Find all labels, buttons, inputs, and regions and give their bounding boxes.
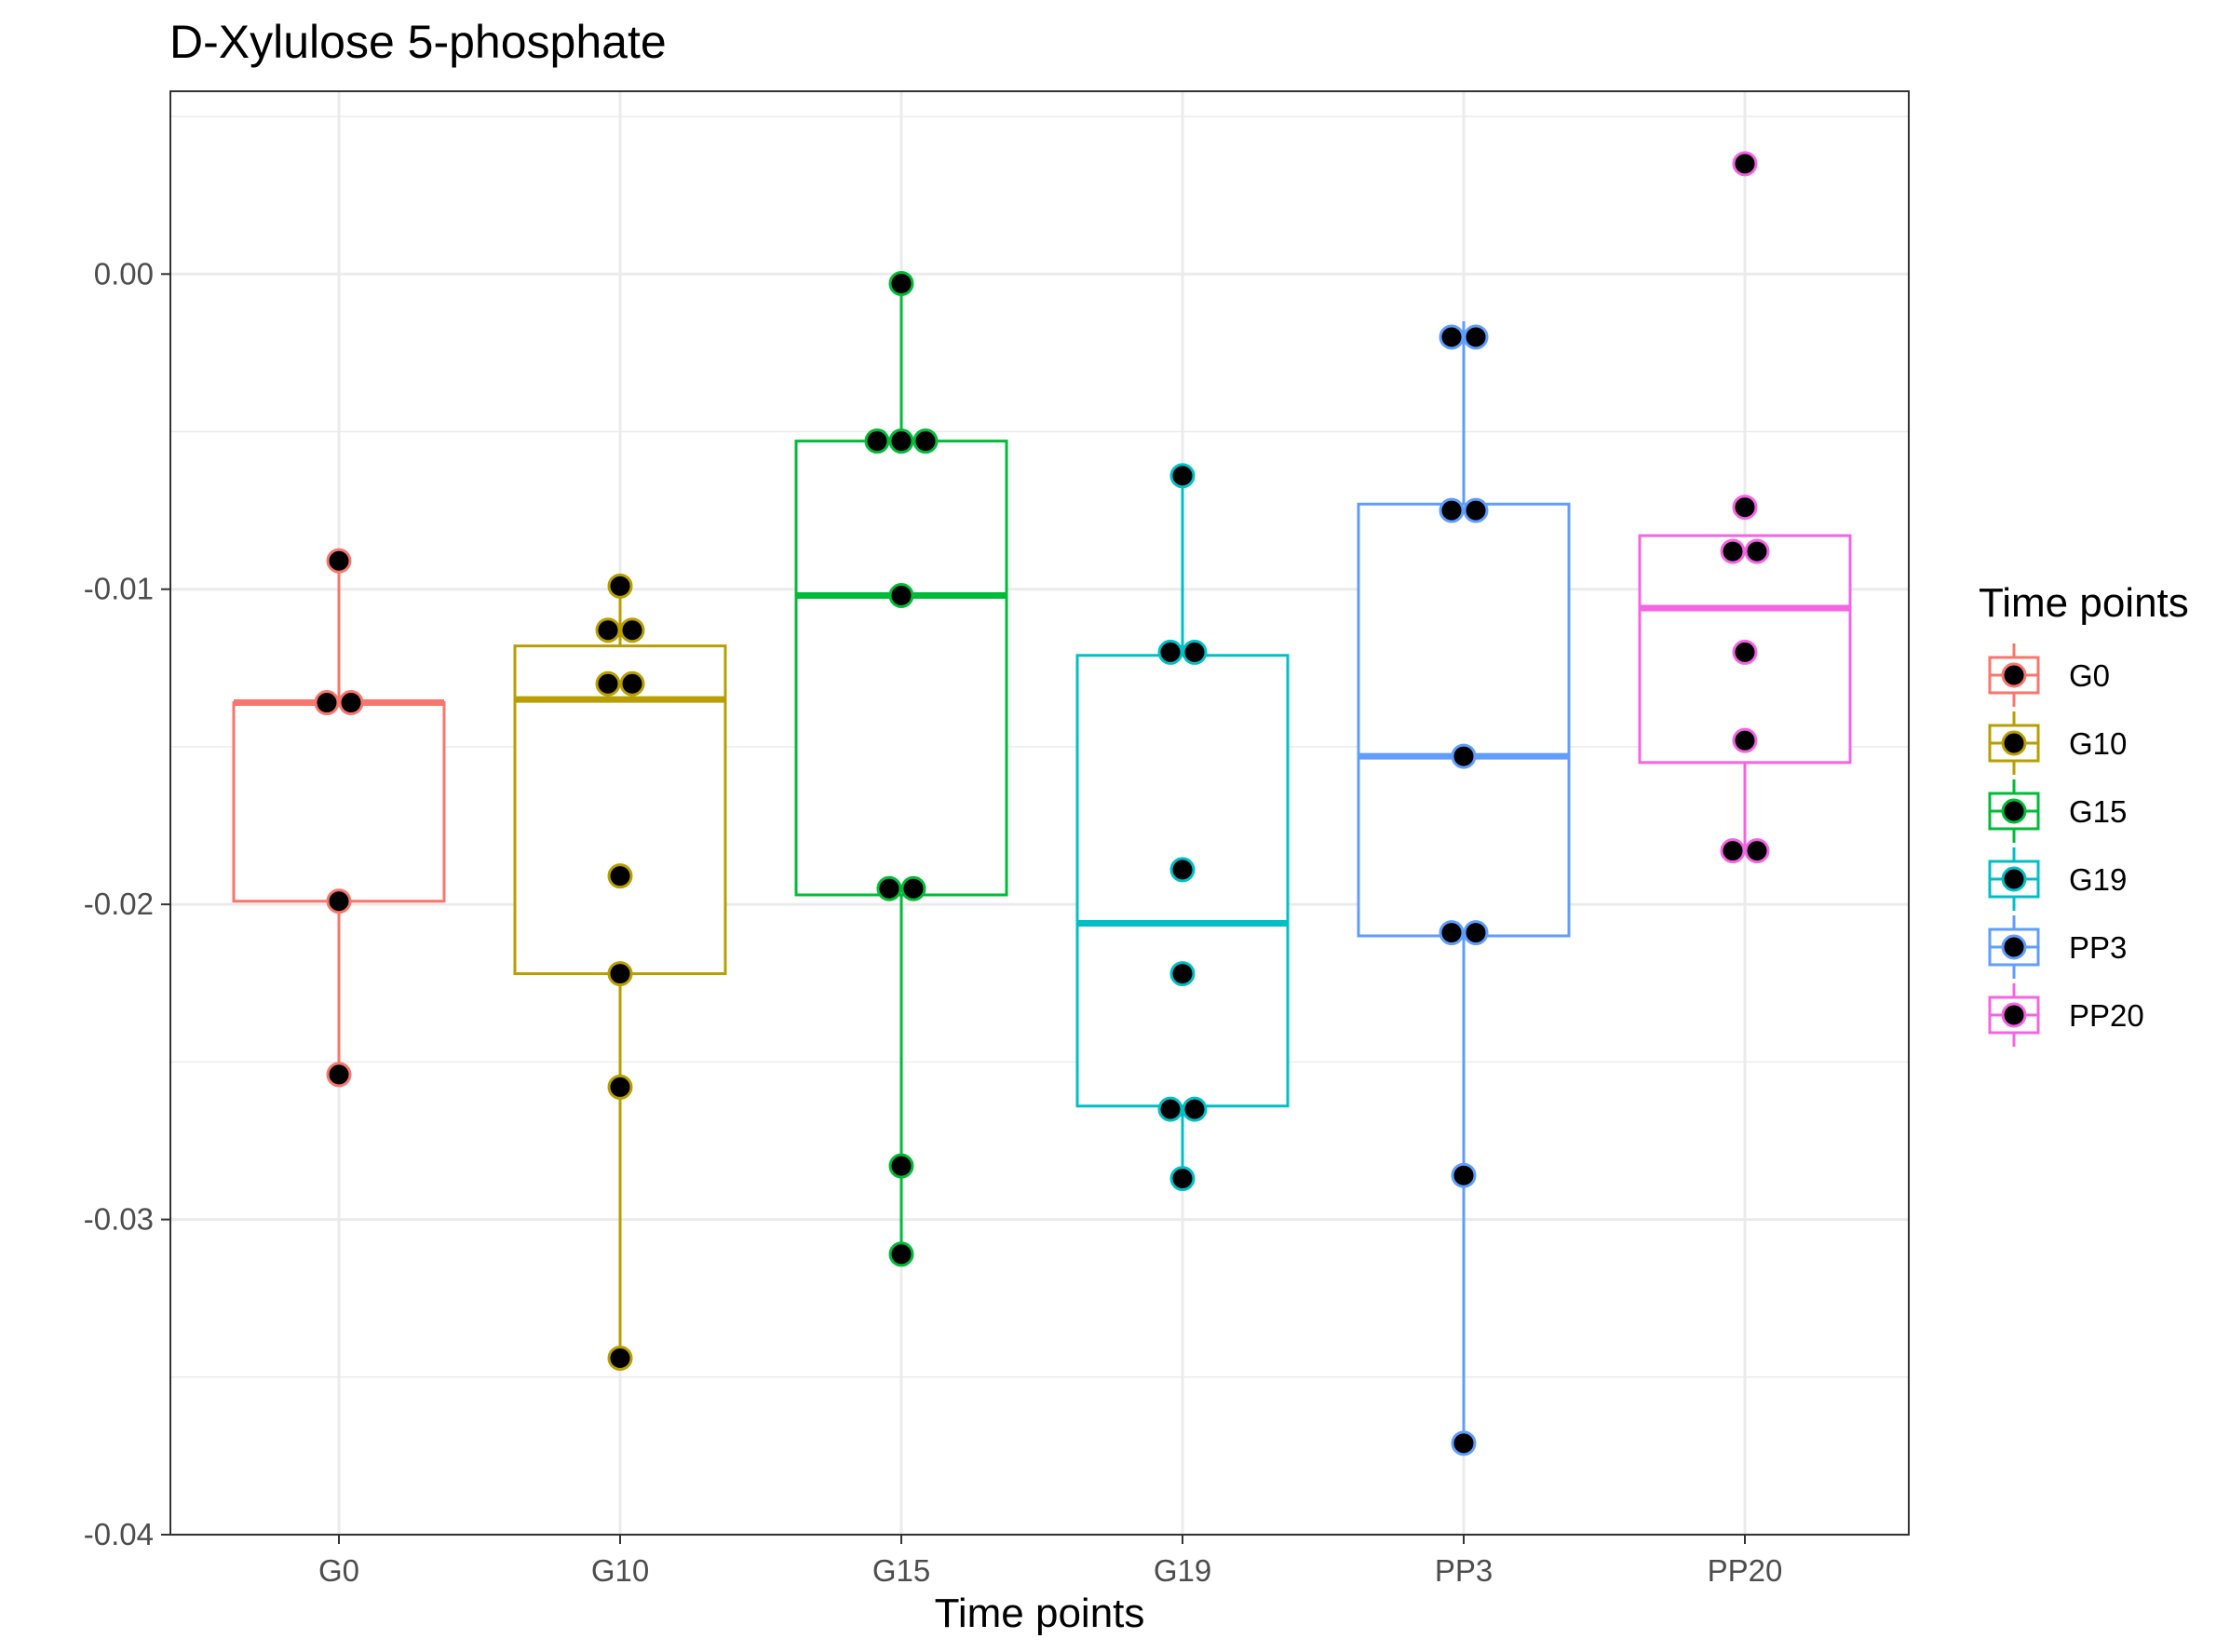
box: [232, 701, 446, 903]
data-point: [607, 863, 633, 889]
x-tick-label: G0: [318, 1553, 359, 1588]
data-point: [607, 1074, 633, 1100]
box: [1357, 502, 1571, 938]
legend-item-g15: G15: [1988, 779, 2127, 843]
data-point: [1157, 1096, 1183, 1122]
legend-key-point: [2001, 798, 2027, 824]
legend-item-pp3: PP3: [1988, 915, 2127, 979]
data-point: [912, 428, 939, 454]
data-point: [864, 428, 890, 454]
data-point: [326, 1062, 352, 1088]
data-point: [1169, 1166, 1196, 1192]
box-group-g19: [1075, 463, 1290, 1192]
data-point: [619, 670, 645, 697]
legend-key-point: [2001, 662, 2027, 688]
data-point: [338, 690, 364, 716]
x-tick-label: PP20: [1708, 1553, 1783, 1588]
x-tick-label: G19: [1154, 1553, 1211, 1588]
data-point: [1463, 324, 1489, 350]
data-point: [607, 573, 633, 599]
x-tick-label: PP3: [1435, 1553, 1493, 1588]
data-point: [595, 617, 621, 643]
box-group-g10: [513, 573, 727, 1371]
data-point: [1439, 920, 1465, 946]
legend-label: G0: [2069, 658, 2110, 693]
box-group-pp20: [1638, 151, 1852, 864]
legend-item-g19: G19: [1988, 847, 2127, 911]
box-group-g0: [232, 548, 446, 1088]
data-point: [900, 875, 926, 901]
data-point: [888, 428, 914, 454]
legend-key-point: [2001, 934, 2027, 960]
plot-panel-border: [169, 90, 1910, 1536]
y-tick-label: -0.04: [84, 1517, 154, 1551]
y-tick-label: 0.00: [94, 256, 154, 291]
data-point: [1732, 727, 1758, 753]
data-point: [1439, 324, 1465, 350]
data-point: [1463, 920, 1489, 946]
data-point: [1169, 857, 1196, 883]
axes: -0.04 -0.03 -0.02 -0.01 0.00 G0 G10 G15 G19 PP3 PP…: [84, 256, 1783, 1588]
box-group-g15: [794, 270, 1008, 1267]
data-point: [888, 1153, 914, 1179]
data-point: [1732, 151, 1758, 177]
data-point: [888, 270, 914, 296]
legend-item-g10: G10: [1988, 711, 2127, 775]
y-tick-label: -0.01: [84, 572, 154, 606]
data-point: [607, 961, 633, 987]
data-point: [1732, 494, 1758, 521]
data-point: [1720, 538, 1746, 564]
data-point: [888, 1241, 914, 1267]
legend-title: Time points: [1979, 580, 2189, 626]
legend: Time points G0 G10 G15 G19 PP3 PP20: [1979, 580, 2189, 1047]
box: [794, 440, 1008, 897]
legend-label: G10: [2069, 726, 2127, 761]
x-axis-title: Time points: [935, 1591, 1145, 1636]
y-tick-label: -0.03: [84, 1202, 154, 1237]
legend-label: G15: [2069, 794, 2127, 829]
data-point: [1157, 639, 1183, 665]
y-tick-label: -0.02: [84, 887, 154, 921]
data-point: [595, 670, 621, 697]
x-tick-label: G15: [872, 1553, 930, 1588]
x-tick-label: G10: [591, 1553, 649, 1588]
data-point: [1451, 1162, 1477, 1188]
box-group-pp3: [1357, 321, 1571, 1456]
data-point: [876, 875, 902, 901]
legend-item-pp20: PP20: [1988, 983, 2144, 1047]
box: [513, 644, 727, 976]
legend-label: PP3: [2069, 930, 2127, 965]
data-point: [1182, 639, 1208, 665]
data-point: [1169, 961, 1196, 987]
data-point: [326, 888, 352, 914]
legend-label: G19: [2069, 862, 2127, 897]
plot-area: [232, 151, 1852, 1456]
data-point: [1169, 463, 1196, 489]
data-point: [888, 582, 914, 608]
data-point: [1451, 1430, 1477, 1456]
data-point: [1182, 1096, 1208, 1122]
data-point: [1463, 497, 1489, 523]
data-point: [1744, 538, 1770, 564]
data-point: [619, 617, 645, 643]
data-point: [326, 548, 352, 574]
chart-title: D-Xylulose 5-phosphate: [169, 16, 667, 68]
data-point: [1451, 743, 1477, 769]
legend-label: PP20: [2069, 998, 2144, 1033]
legend-item-g0: G0: [1988, 643, 2110, 707]
data-point: [1720, 838, 1746, 864]
data-point: [1732, 639, 1758, 665]
data-point: [1744, 838, 1770, 864]
data-point: [1439, 497, 1465, 523]
legend-key-point: [2001, 1002, 2027, 1028]
legend-key-point: [2001, 730, 2027, 756]
data-point: [314, 690, 340, 716]
data-point: [607, 1345, 633, 1371]
legend-key-point: [2001, 866, 2027, 892]
